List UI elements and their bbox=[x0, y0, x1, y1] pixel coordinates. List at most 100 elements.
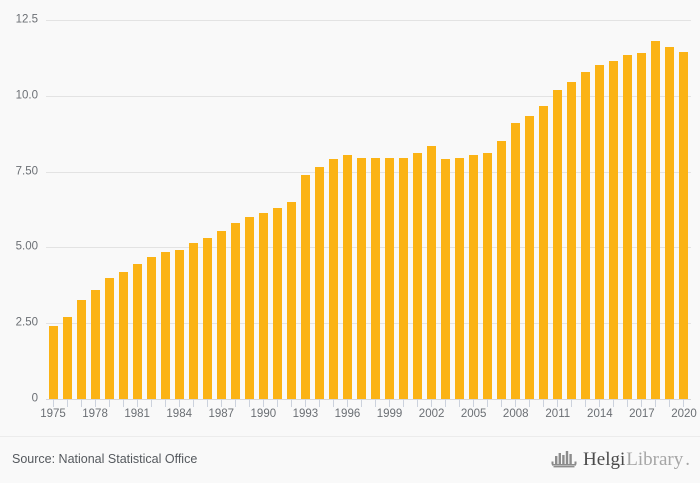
bar[interactable] bbox=[286, 201, 296, 399]
bar[interactable] bbox=[104, 277, 114, 399]
helgi-library-bar-building-icon bbox=[551, 451, 577, 468]
x-tick-mark bbox=[290, 399, 292, 407]
bar[interactable] bbox=[567, 82, 577, 399]
bar-chart: 0 2.50 5.00 7.50 10.0 12.5 1975 1978 1981 1984 19… bbox=[0, 0, 697, 436]
bar[interactable] bbox=[637, 53, 647, 399]
bar[interactable] bbox=[679, 51, 689, 399]
chart-footer: Source: National Statistical Office Helg… bbox=[0, 436, 700, 483]
plot-area bbox=[46, 0, 691, 436]
bar[interactable] bbox=[174, 250, 184, 399]
bar[interactable] bbox=[623, 54, 633, 399]
bar[interactable] bbox=[581, 71, 591, 399]
x-tick-label: 1984 bbox=[166, 408, 192, 420]
x-tick-label: 1990 bbox=[250, 408, 277, 420]
x-tick-mark bbox=[318, 399, 320, 407]
bar[interactable] bbox=[413, 153, 423, 399]
x-tick-mark bbox=[108, 399, 110, 407]
bar[interactable] bbox=[244, 217, 254, 399]
logo-text-secondary: Library bbox=[626, 448, 684, 470]
gridline-7.50 bbox=[46, 171, 691, 173]
x-tick-mark bbox=[529, 399, 531, 407]
x-tick-mark bbox=[206, 399, 208, 407]
x-tick-mark bbox=[164, 399, 166, 407]
x-tick-label: 1993 bbox=[292, 408, 319, 420]
x-tick-label: 1999 bbox=[376, 408, 403, 420]
bar[interactable] bbox=[665, 47, 675, 399]
bar[interactable] bbox=[48, 326, 58, 399]
y-tick-label: 0 bbox=[31, 392, 38, 405]
x-tick-label: 2020 bbox=[671, 408, 697, 420]
bar[interactable] bbox=[553, 89, 563, 399]
bar[interactable] bbox=[328, 159, 338, 399]
gridline-5.00 bbox=[46, 247, 691, 249]
bar[interactable] bbox=[342, 154, 352, 399]
x-tick-mark bbox=[683, 399, 685, 407]
x-tick-mark bbox=[627, 399, 629, 407]
x-tick-label: 2017 bbox=[629, 408, 655, 420]
bar[interactable] bbox=[525, 115, 535, 399]
bar[interactable] bbox=[651, 41, 661, 399]
x-tick-mark bbox=[192, 399, 194, 407]
bar[interactable] bbox=[455, 157, 465, 399]
y-tick-label: 5.00 bbox=[15, 240, 38, 253]
x-tick-label: 1975 bbox=[40, 408, 66, 420]
x-tick-mark bbox=[655, 399, 657, 407]
x-tick-mark bbox=[417, 399, 419, 407]
bar[interactable] bbox=[427, 145, 437, 399]
x-tick-mark bbox=[585, 399, 587, 407]
x-tick-mark bbox=[80, 399, 82, 407]
bar[interactable] bbox=[539, 106, 549, 399]
bar[interactable] bbox=[62, 317, 72, 399]
x-tick-mark bbox=[571, 399, 573, 407]
x-tick-label: 1978 bbox=[82, 408, 108, 420]
y-tick-label: 12.5 bbox=[15, 13, 38, 26]
bar[interactable] bbox=[132, 264, 142, 399]
bar[interactable] bbox=[76, 300, 86, 399]
x-tick-mark bbox=[501, 399, 503, 407]
bar[interactable] bbox=[272, 207, 282, 399]
x-tick-mark bbox=[234, 399, 236, 407]
x-tick-mark bbox=[220, 399, 222, 407]
x-tick-label: 1987 bbox=[208, 408, 235, 420]
gridline-0 bbox=[46, 399, 691, 400]
x-tick-mark bbox=[375, 399, 376, 407]
x-tick-label: 2005 bbox=[460, 408, 487, 420]
x-tick-mark bbox=[360, 399, 362, 407]
bar[interactable] bbox=[511, 123, 521, 399]
gridlines bbox=[46, 0, 691, 436]
bar[interactable] bbox=[609, 60, 619, 399]
bar[interactable] bbox=[469, 154, 479, 399]
bar[interactable] bbox=[118, 271, 128, 399]
y-axis: 0 2.50 5.00 7.50 10.0 12.5 bbox=[0, 0, 38, 436]
logo-text-primary: Helgi bbox=[583, 448, 626, 470]
bar[interactable] bbox=[371, 157, 380, 399]
helgi-library-logo[interactable]: Helgi Library . bbox=[551, 449, 690, 469]
x-tick-mark bbox=[431, 399, 433, 407]
x-tick-mark bbox=[178, 399, 180, 407]
bar[interactable] bbox=[258, 212, 268, 399]
bar[interactable] bbox=[300, 174, 310, 399]
x-tick-mark bbox=[332, 399, 334, 407]
logo-text-dot: . bbox=[685, 448, 690, 470]
y-tick-label: 2.50 bbox=[15, 316, 38, 329]
bar[interactable] bbox=[483, 153, 493, 399]
x-tick-mark bbox=[66, 399, 68, 407]
bar[interactable] bbox=[216, 230, 226, 399]
bar[interactable] bbox=[230, 223, 240, 399]
bar[interactable] bbox=[188, 242, 198, 399]
bar[interactable] bbox=[314, 167, 324, 399]
bar[interactable] bbox=[441, 159, 451, 399]
bar[interactable] bbox=[160, 251, 170, 399]
x-tick-mark bbox=[641, 399, 643, 407]
bar[interactable] bbox=[202, 238, 212, 399]
bar[interactable] bbox=[595, 65, 605, 399]
x-tick-mark bbox=[599, 399, 601, 407]
bar[interactable] bbox=[90, 289, 100, 399]
bar[interactable] bbox=[399, 157, 409, 399]
bar[interactable] bbox=[356, 157, 366, 399]
x-tick-mark bbox=[262, 399, 264, 407]
bar[interactable] bbox=[497, 141, 507, 399]
bar[interactable] bbox=[146, 256, 156, 399]
bar[interactable] bbox=[385, 157, 395, 399]
